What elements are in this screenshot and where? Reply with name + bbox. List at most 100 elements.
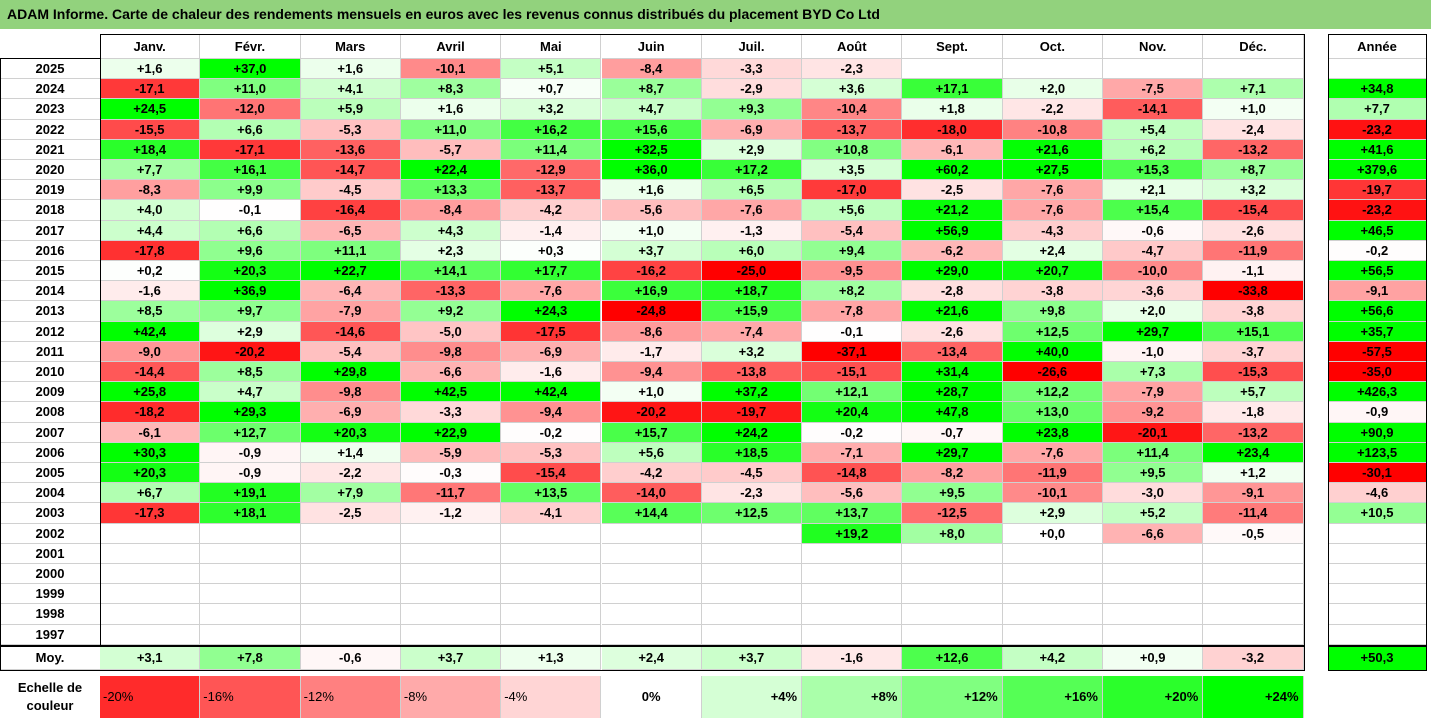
month-return-cell: +27,5 (1002, 160, 1103, 181)
month-return-cell: -1,3 (701, 220, 803, 241)
month-return-cell: -2,8 (902, 281, 1003, 302)
month-return-cell (701, 564, 803, 585)
month-return-cell (601, 543, 702, 564)
month-return-cell: +4,7 (200, 382, 301, 403)
month-return-cell (200, 624, 301, 645)
month-return-cell (1002, 59, 1103, 80)
month-return-cell: -20,1 (1103, 422, 1204, 443)
month-return-cell: -14,6 (300, 321, 401, 342)
month-return-cell: -20,2 (200, 341, 301, 362)
month-return-cell: +9,7 (200, 301, 301, 322)
month-return-cell: +14,4 (601, 503, 702, 524)
row-year-label: 2019 (0, 180, 100, 201)
month-return-cell: -0,2 (802, 422, 903, 443)
month-return-cell (501, 523, 602, 544)
month-return-cell: +17,1 (902, 79, 1003, 100)
month-return-cell: -3,8 (1002, 281, 1103, 302)
month-return-cell: -5,9 (400, 442, 502, 463)
month-return-cell (1103, 604, 1204, 625)
month-return-cell: +29,0 (902, 261, 1003, 282)
month-return-cell: +16,2 (501, 119, 602, 140)
month-return-cell: +8,7 (1203, 160, 1304, 181)
month-return-cell: -4,2 (601, 463, 702, 484)
month-header: Janv. (100, 34, 201, 59)
month-return-cell: +12,5 (1002, 321, 1103, 342)
month-header: Oct. (1002, 34, 1103, 59)
month-return-cell: -7,4 (701, 321, 803, 342)
month-return-cell: +18,1 (200, 503, 301, 524)
year-total-cell (1328, 543, 1426, 564)
month-return-cell: -11,9 (1002, 463, 1103, 484)
month-return-cell: +6,6 (200, 119, 301, 140)
month-return-cell: -2,6 (1203, 220, 1304, 241)
month-return-cell: +20,4 (802, 402, 903, 423)
average-month-cell: +4,2 (1002, 646, 1103, 670)
month-return-cell: -9,8 (300, 382, 401, 403)
month-header: Juil. (701, 34, 803, 59)
month-return-cell: +12,1 (802, 382, 903, 403)
color-scale-label-line: Echelle de (17, 680, 83, 695)
month-return-cell: +23,4 (1203, 442, 1304, 463)
row-year-label: 2025 (0, 59, 100, 80)
month-return-cell: -9,0 (100, 341, 201, 362)
month-return-cell (200, 564, 301, 585)
month-return-cell: +9,6 (200, 240, 301, 261)
month-return-cell: +6,2 (1103, 139, 1204, 160)
month-return-cell: -15,4 (1203, 200, 1304, 221)
month-return-cell: -4,5 (701, 463, 803, 484)
month-return-cell: -10,4 (802, 99, 903, 120)
month-return-cell: +18,4 (100, 139, 201, 160)
month-return-cell: -15,4 (501, 463, 602, 484)
month-return-cell: -6,9 (300, 402, 401, 423)
month-return-cell: -6,5 (300, 220, 401, 241)
month-return-cell: -5,3 (501, 442, 602, 463)
month-return-cell: +18,7 (701, 281, 803, 302)
month-return-cell: -9,5 (802, 261, 903, 282)
color-scale-swatch: -20% (100, 676, 201, 718)
month-return-cell: -5,4 (300, 341, 401, 362)
month-return-cell: -17,1 (100, 79, 201, 100)
row-year-label: 2016 (0, 241, 100, 261)
month-return-cell: +21,6 (902, 301, 1003, 322)
month-return-cell: -6,6 (1103, 523, 1204, 544)
year-total-cell: +90,9 (1328, 422, 1426, 443)
month-return-cell: +1,6 (601, 180, 702, 201)
month-return-cell: -10,1 (1002, 483, 1103, 504)
month-return-cell: -1,0 (1103, 341, 1204, 362)
month-return-cell: -1,1 (1203, 261, 1304, 282)
month-return-cell: -2,5 (902, 180, 1003, 201)
month-return-cell: +7,3 (1103, 362, 1204, 383)
month-return-cell: +18,5 (701, 442, 803, 463)
month-return-cell: -14,7 (300, 160, 401, 181)
year-total-cell (1328, 564, 1426, 585)
month-return-cell (902, 564, 1003, 585)
month-return-cell: +12,7 (200, 422, 301, 443)
month-return-cell: -9,4 (501, 402, 602, 423)
color-scale-swatch: +20% (1103, 676, 1204, 718)
year-total-cell: -4,6 (1328, 483, 1426, 504)
month-return-cell: +0,2 (100, 261, 201, 282)
month-return-cell: +0,0 (1002, 523, 1103, 544)
month-header: Nov. (1103, 34, 1204, 59)
month-return-cell: -7,6 (1002, 442, 1103, 463)
month-return-cell: +2,9 (701, 139, 803, 160)
month-return-cell (601, 584, 702, 605)
month-return-cell (902, 543, 1003, 564)
month-return-cell (400, 543, 502, 564)
month-return-cell (701, 624, 803, 645)
month-return-cell: -7,1 (802, 442, 903, 463)
month-return-cell: -1,8 (1203, 402, 1304, 423)
month-return-cell: -15,1 (802, 362, 903, 383)
month-return-cell: +20,3 (300, 422, 401, 443)
month-return-cell: +56,9 (902, 220, 1003, 241)
month-return-cell (802, 584, 903, 605)
average-month-cell: +3,7 (400, 646, 502, 670)
month-return-cell: +7,9 (300, 483, 401, 504)
month-return-cell: -16,2 (601, 261, 702, 282)
row-year-label: 2008 (0, 402, 100, 423)
month-return-cell: +32,5 (601, 139, 702, 160)
month-return-cell: +3,5 (802, 160, 903, 181)
month-return-cell: -13,4 (902, 341, 1003, 362)
month-return-cell: +9,2 (400, 301, 502, 322)
month-return-cell: -2,3 (802, 59, 903, 80)
